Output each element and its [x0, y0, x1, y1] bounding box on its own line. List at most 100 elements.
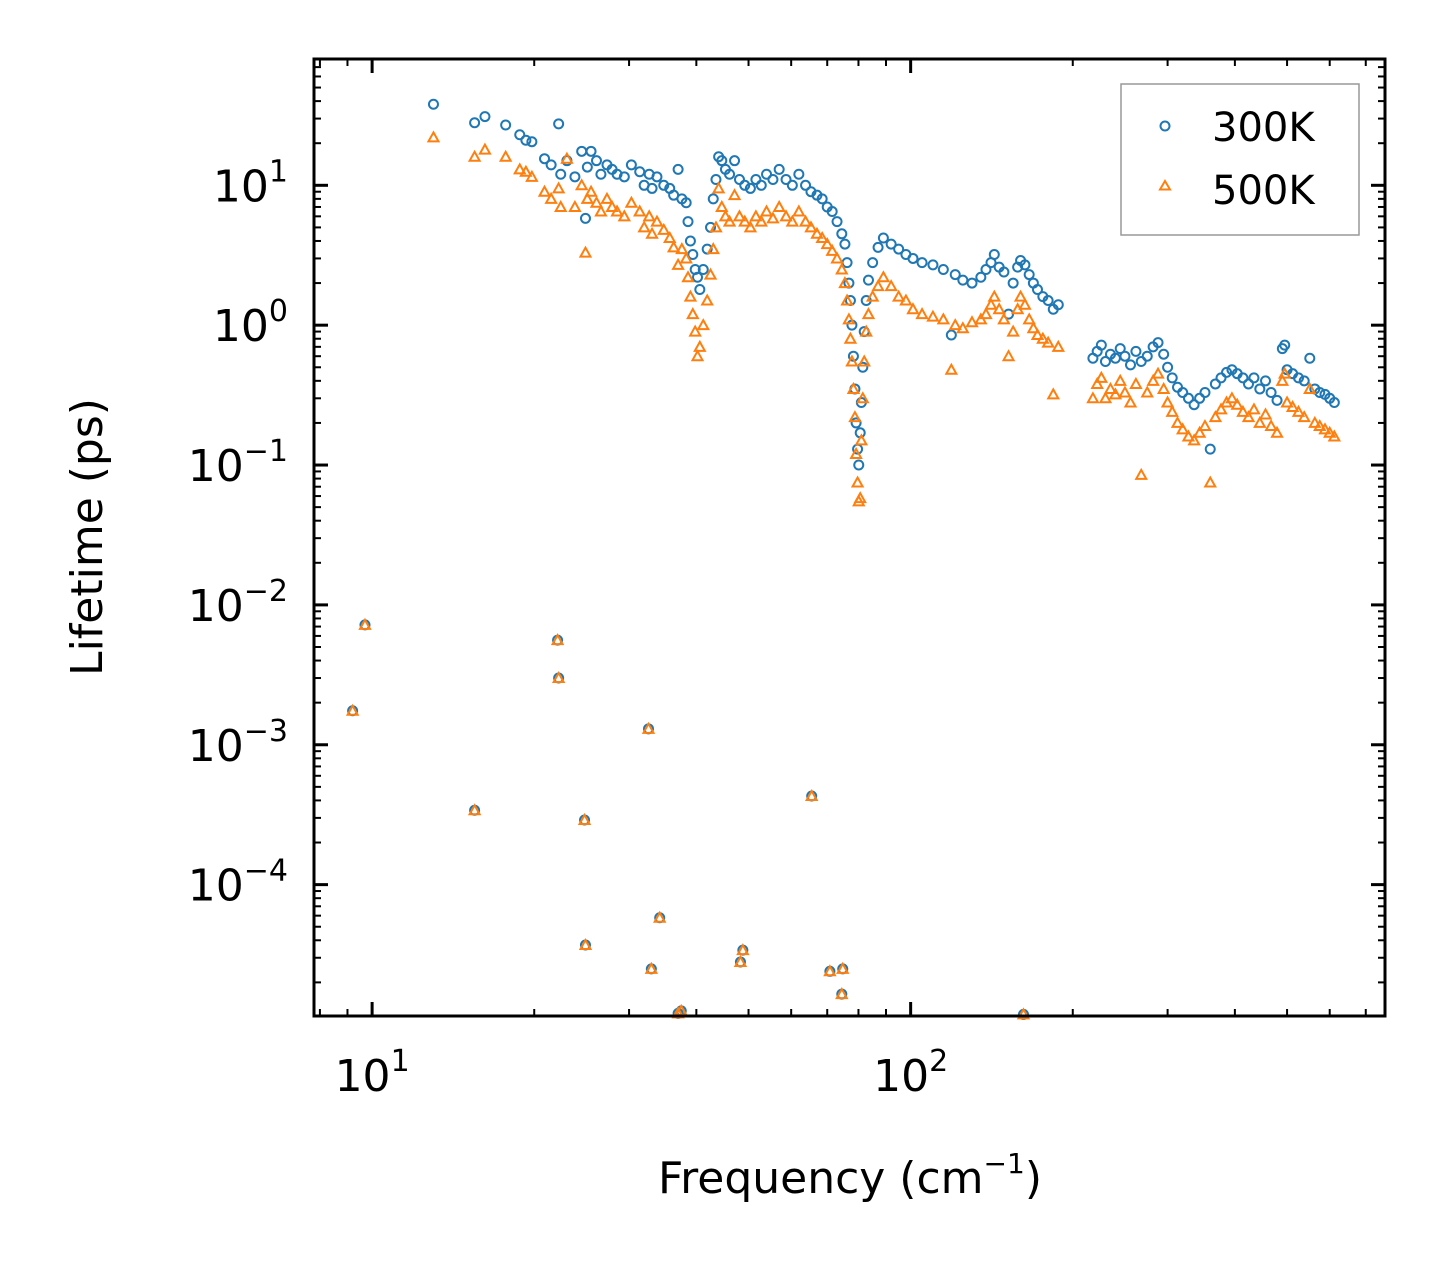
point-500k: [1156, 381, 1171, 394]
point-500k: [478, 142, 492, 155]
point-500k: [633, 204, 647, 217]
point-300k: [687, 249, 699, 261]
point-300k: [877, 232, 889, 244]
point-500k: [610, 204, 624, 217]
point-500k: [1036, 331, 1050, 344]
point-300k: [1292, 372, 1304, 384]
point-500k: [467, 803, 482, 816]
point-300k: [618, 171, 630, 183]
point-300k: [816, 193, 828, 205]
point-300k: [1271, 394, 1283, 406]
point-500k: [525, 169, 539, 182]
point-500k: [718, 209, 733, 222]
point-300k: [1243, 378, 1255, 390]
point-500k: [686, 307, 700, 320]
point-300k: [1237, 372, 1249, 384]
point-300k: [831, 216, 843, 228]
point-500k: [1046, 387, 1060, 400]
point-500k: [1318, 422, 1332, 435]
point-500k: [1230, 397, 1244, 410]
point-500k: [1291, 404, 1306, 417]
point-300k: [1052, 299, 1064, 311]
point-300k: [826, 205, 838, 217]
point-500k: [1129, 376, 1143, 389]
point-300k: [1209, 378, 1221, 390]
point-500k: [681, 270, 695, 283]
point-300k: [872, 241, 884, 253]
point-500k: [637, 220, 651, 233]
point-500k: [845, 354, 859, 367]
point-500k: [709, 220, 723, 233]
point-300k: [581, 161, 593, 173]
point-500k: [1090, 376, 1104, 389]
point-500k: [578, 245, 593, 258]
point-500k: [641, 721, 656, 734]
point-300k: [885, 238, 897, 250]
point-500k: [759, 204, 774, 217]
point-500k: [1297, 410, 1311, 423]
point-300k: [937, 264, 949, 276]
point-300k: [694, 283, 706, 295]
point-500k: [675, 242, 689, 255]
point-500k: [1134, 467, 1148, 480]
point-500k: [1118, 385, 1132, 398]
y-tick-label: 10−3: [188, 714, 288, 772]
y-tick-label: 10−2: [188, 574, 288, 632]
point-300k: [957, 274, 969, 286]
point-300k: [739, 179, 751, 191]
point-300k: [857, 361, 869, 373]
point-300k: [893, 243, 905, 255]
point-500k: [550, 633, 565, 646]
point-300k: [988, 249, 1000, 261]
point-300k: [761, 168, 773, 180]
point-500k: [979, 307, 993, 320]
point-300k: [729, 155, 741, 167]
point-300k: [1141, 350, 1153, 362]
point-500k: [1151, 366, 1165, 379]
legend-label-500k: 500K: [1212, 168, 1316, 214]
point-300k: [651, 171, 663, 183]
point-500k: [1013, 289, 1028, 302]
plot-frame: [312, 57, 1387, 1018]
point-300k: [1135, 355, 1147, 367]
point-300k: [975, 271, 987, 283]
point-300k: [692, 271, 704, 283]
point-500k: [600, 191, 614, 204]
point-500k: [915, 307, 929, 320]
point-500k: [849, 446, 863, 459]
point-300k: [1248, 372, 1260, 384]
y-tick-label: 10−4: [188, 854, 288, 912]
y-axis-label: Lifetime (ps): [62, 398, 113, 676]
data-marks: [345, 98, 1342, 1020]
point-500k: [785, 214, 800, 227]
point-300k: [1012, 261, 1024, 273]
point-500k: [1098, 391, 1113, 404]
point-500k: [738, 214, 752, 227]
point-500k: [679, 251, 693, 264]
point-500k: [345, 703, 360, 716]
point-300k: [469, 117, 481, 129]
point-500k: [1253, 415, 1267, 428]
point-500k: [551, 181, 566, 194]
point-500k: [642, 209, 656, 222]
point-500k: [825, 243, 839, 256]
point-300k: [625, 159, 637, 171]
point-500k: [1214, 402, 1228, 415]
point-500k: [1303, 381, 1317, 394]
point-300k: [1158, 348, 1170, 360]
point-500k: [1140, 385, 1154, 398]
point-300k: [1130, 345, 1142, 357]
point-500k: [733, 954, 748, 967]
point-300k: [1182, 392, 1194, 404]
point-300k: [744, 182, 756, 194]
point-500k: [1264, 418, 1278, 432]
point-500k: [853, 491, 867, 504]
point-500k: [815, 230, 829, 244]
point-500k: [871, 279, 885, 292]
series-300k: [347, 98, 1340, 1020]
point-300k: [800, 179, 812, 191]
point-500k: [779, 209, 793, 222]
point-300k: [786, 179, 798, 191]
point-500k: [1123, 395, 1138, 408]
point-500k: [884, 279, 898, 292]
